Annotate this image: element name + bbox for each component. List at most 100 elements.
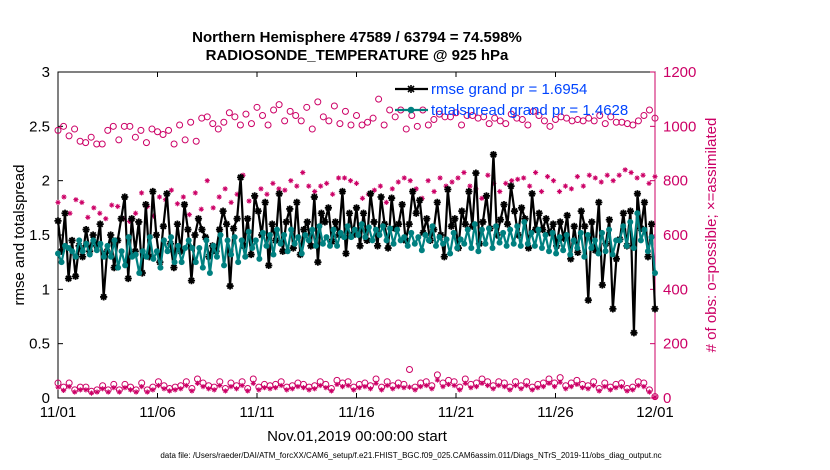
totalspread-series-point	[79, 248, 86, 255]
obs-assimilated-point	[652, 173, 658, 180]
obs-assimilated-point	[401, 385, 407, 391]
obs-assimilated-point	[407, 178, 413, 184]
totalspread-series-point	[58, 259, 65, 266]
totalspread-series-point	[199, 264, 206, 271]
obs-assimilated-point	[264, 191, 270, 197]
rmse-series-point	[640, 198, 649, 206]
rmse-series-point	[307, 242, 315, 250]
rmse-series-point	[637, 224, 645, 233]
rmse-series-point	[135, 218, 143, 226]
rmse-series-point	[567, 255, 575, 263]
obs-assimilated-point	[317, 382, 323, 389]
totalspread-series-point	[362, 234, 369, 241]
totalspread-series	[55, 210, 658, 277]
obs-possible-point	[446, 113, 454, 121]
totalspread-series-point	[284, 248, 291, 255]
obs-possible-point	[209, 120, 217, 128]
totalspread-series-point	[125, 234, 132, 241]
totalspread-series-point	[563, 232, 570, 238]
obs-possible-point	[71, 125, 79, 133]
totalspread-series-point	[217, 232, 224, 238]
obs-possible-point	[159, 130, 167, 138]
legend-spread-label: totalspread grand pr = 1.4628	[431, 102, 628, 119]
obs-assimilated-point	[580, 183, 586, 189]
obs-assimilated-point	[105, 389, 111, 395]
rmse-series-point	[237, 173, 245, 182]
totalspread-series-point	[224, 237, 231, 244]
totalspread-series-point	[323, 234, 330, 241]
totalspread-series-point	[337, 229, 344, 236]
totalspread-series-point	[182, 245, 189, 252]
obs-possible-point	[601, 120, 609, 128]
totalspread-series-point	[291, 240, 298, 247]
obs-possible-point	[104, 126, 112, 134]
y-right-tick-label: 0	[663, 390, 671, 407]
obs-assimilated-point	[551, 383, 558, 390]
totalspread-series-point	[69, 248, 76, 255]
totalspread-series-point	[150, 255, 157, 262]
totalspread-series-point	[319, 240, 326, 247]
obs-assimilated-point	[529, 387, 535, 393]
obs-assimilated-point	[79, 199, 85, 205]
rmse-series-point	[289, 244, 297, 252]
totalspread-series-point	[637, 237, 644, 244]
rmse-series-point	[103, 247, 111, 255]
obs-assimilated-point	[540, 383, 547, 390]
obs-possible-point	[546, 122, 554, 130]
obs-assimilated-point	[473, 383, 480, 390]
rmse-series-point	[412, 209, 420, 217]
rmse-series-point	[577, 207, 585, 215]
obs-assimilated-point	[521, 175, 527, 181]
obs-assimilated-point	[371, 187, 378, 193]
obs-possible-point	[353, 111, 360, 119]
totalspread-series-point	[641, 226, 648, 233]
obs-assimilated-point	[383, 199, 389, 205]
rmse-series-point	[251, 192, 259, 200]
rmse-series-point	[233, 215, 241, 223]
obs-assimilated-point	[618, 383, 625, 390]
obs-assimilated-point	[186, 212, 192, 218]
obs-assimilated-point	[97, 210, 103, 216]
obs-assimilated-point	[334, 381, 340, 388]
obs-assimilated-point	[116, 389, 122, 395]
rmse-series-point	[482, 192, 491, 200]
obs-assimilated-point	[395, 383, 401, 390]
totalspread-series-point	[553, 250, 560, 257]
rmse-series-point	[563, 211, 571, 220]
totalspread-series-point	[503, 242, 510, 249]
totalspread-series-point	[235, 259, 242, 266]
obs-assimilated-point	[194, 380, 201, 386]
rmse-series-point	[465, 187, 473, 196]
obs-possible-point	[485, 120, 493, 128]
obs-assimilated-point	[61, 194, 67, 200]
rmse-series-point	[352, 204, 361, 212]
totalspread-series-point	[602, 248, 609, 255]
y-tick-label: 1	[42, 281, 50, 298]
obs-assimilated-point	[425, 178, 431, 184]
totalspread-series-point	[570, 237, 577, 244]
rmse-series-point	[468, 222, 476, 230]
obs-assimilated-point	[401, 175, 407, 181]
rmse-series-point	[384, 244, 392, 252]
rmse-series-point	[194, 215, 203, 223]
rmse-series-point	[68, 236, 76, 245]
rmse-series-point	[517, 204, 526, 212]
rmse-series-point	[521, 215, 529, 223]
rmse-series-point	[138, 269, 146, 277]
rmse-series-point	[128, 215, 136, 223]
totalspread-series-point	[111, 237, 118, 244]
totalspread-series-point	[521, 218, 528, 225]
obs-assimilated-point	[351, 387, 357, 393]
obs-assimilated-point	[437, 175, 443, 181]
obs-assimilated-point	[210, 205, 216, 211]
obs-assimilated-point	[55, 384, 61, 390]
rmse-series-point	[366, 190, 375, 198]
obs-assimilated-point	[67, 210, 73, 216]
obs-possible-point	[154, 128, 161, 136]
obs-assimilated-point	[574, 173, 580, 180]
obs-possible-point	[607, 113, 615, 121]
totalspread-series-point	[259, 229, 266, 236]
totalspread-series-point	[644, 248, 651, 255]
totalspread-series-point	[115, 264, 122, 271]
totalspread-series-point	[178, 259, 185, 266]
